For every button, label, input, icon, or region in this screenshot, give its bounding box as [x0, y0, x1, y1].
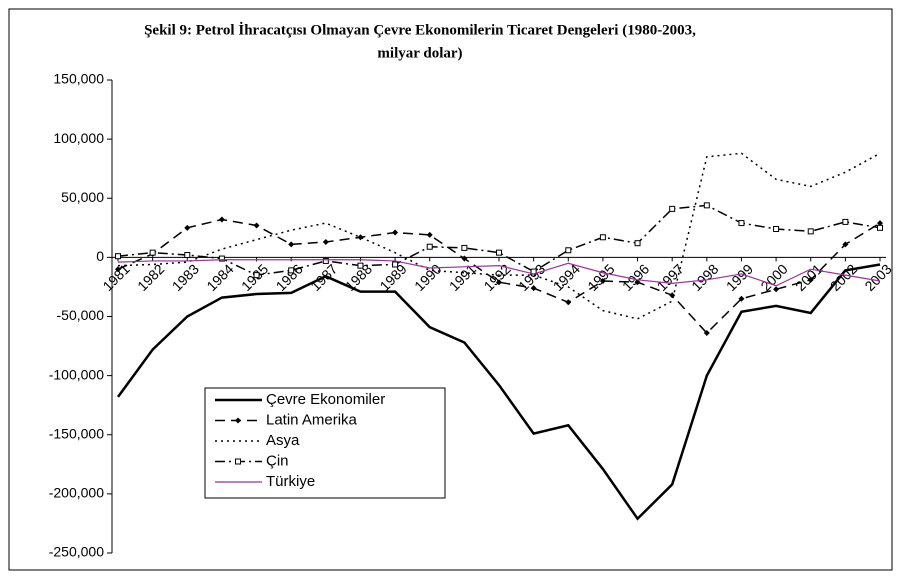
- point-marker: [253, 222, 260, 229]
- chart-title: milyar dolar): [377, 45, 462, 61]
- point-marker: [426, 231, 433, 238]
- series-line: [117, 204, 881, 276]
- series-line: [116, 263, 881, 521]
- legend-frame: [204, 387, 446, 499]
- point-marker: [322, 257, 329, 264]
- point-marker: [599, 278, 606, 285]
- point-marker: [357, 262, 364, 269]
- point-marker: [634, 279, 641, 286]
- legend-label: Çevre Ekonomiler: [266, 391, 385, 408]
- y-tick-label: -200,000: [49, 485, 104, 501]
- y-tick-label: -250,000: [49, 544, 104, 560]
- point-marker: [807, 228, 814, 235]
- legend-marker: [235, 458, 241, 465]
- y-tick-label: -150,000: [49, 425, 104, 441]
- point-marker: [877, 220, 883, 227]
- point-marker: [288, 267, 295, 274]
- legend: Çevre Ekonomiler Latin Amerika Asya Çin Türk…: [204, 387, 446, 499]
- point-marker: [184, 252, 191, 259]
- y-tick-label: -100,000: [49, 366, 104, 382]
- point-marker: [565, 247, 572, 254]
- series-line: [117, 152, 881, 320]
- point-marker: [357, 234, 364, 241]
- point-marker: [218, 216, 225, 223]
- legend-label: Çin: [266, 452, 289, 469]
- point-marker: [253, 272, 260, 279]
- point-marker: [703, 202, 710, 209]
- point-marker: [599, 234, 606, 241]
- point-marker: [218, 255, 225, 262]
- point-marker: [773, 286, 780, 293]
- point-marker: [184, 224, 191, 231]
- point-marker: [115, 266, 121, 273]
- legend-label: Türkiye: [266, 473, 315, 490]
- legend-label: Latin Amerika: [266, 411, 358, 428]
- point-marker: [115, 253, 121, 260]
- point-marker: [461, 255, 468, 262]
- point-marker: [565, 299, 572, 306]
- point-marker: [738, 220, 745, 227]
- point-marker: [392, 261, 399, 268]
- y-tick-label: 150,000: [53, 71, 104, 87]
- chart-frame: [8, 8, 893, 571]
- point-marker: [461, 244, 468, 251]
- point-marker: [322, 239, 329, 246]
- legend-label: Asya: [266, 432, 300, 449]
- y-tick-label: 50,000: [61, 189, 104, 205]
- series-line: [117, 259, 881, 287]
- y-tick-label: 100,000: [53, 130, 104, 146]
- point-marker: [842, 241, 849, 248]
- point-marker: [738, 295, 745, 302]
- point-marker: [496, 279, 502, 286]
- point-marker: [288, 241, 295, 248]
- point-marker: [703, 330, 710, 337]
- point-marker: [773, 225, 780, 232]
- point-marker: [807, 276, 814, 283]
- point-marker: [392, 229, 399, 236]
- chart-title: Şekil 9: Petrol İhracatçısı Olmayan Çevr…: [144, 21, 696, 38]
- y-tick-label: 0: [96, 248, 104, 264]
- y-tick-label: -50,000: [57, 307, 105, 323]
- point-marker: [669, 205, 676, 212]
- point-marker: [530, 285, 537, 292]
- point-marker: [842, 218, 849, 225]
- point-marker: [634, 240, 641, 247]
- legend-marker: [235, 417, 241, 424]
- point-marker: [149, 249, 156, 256]
- point-marker: [877, 224, 883, 231]
- point-marker: [426, 243, 433, 250]
- point-marker: [496, 249, 502, 256]
- series-line: [117, 218, 881, 335]
